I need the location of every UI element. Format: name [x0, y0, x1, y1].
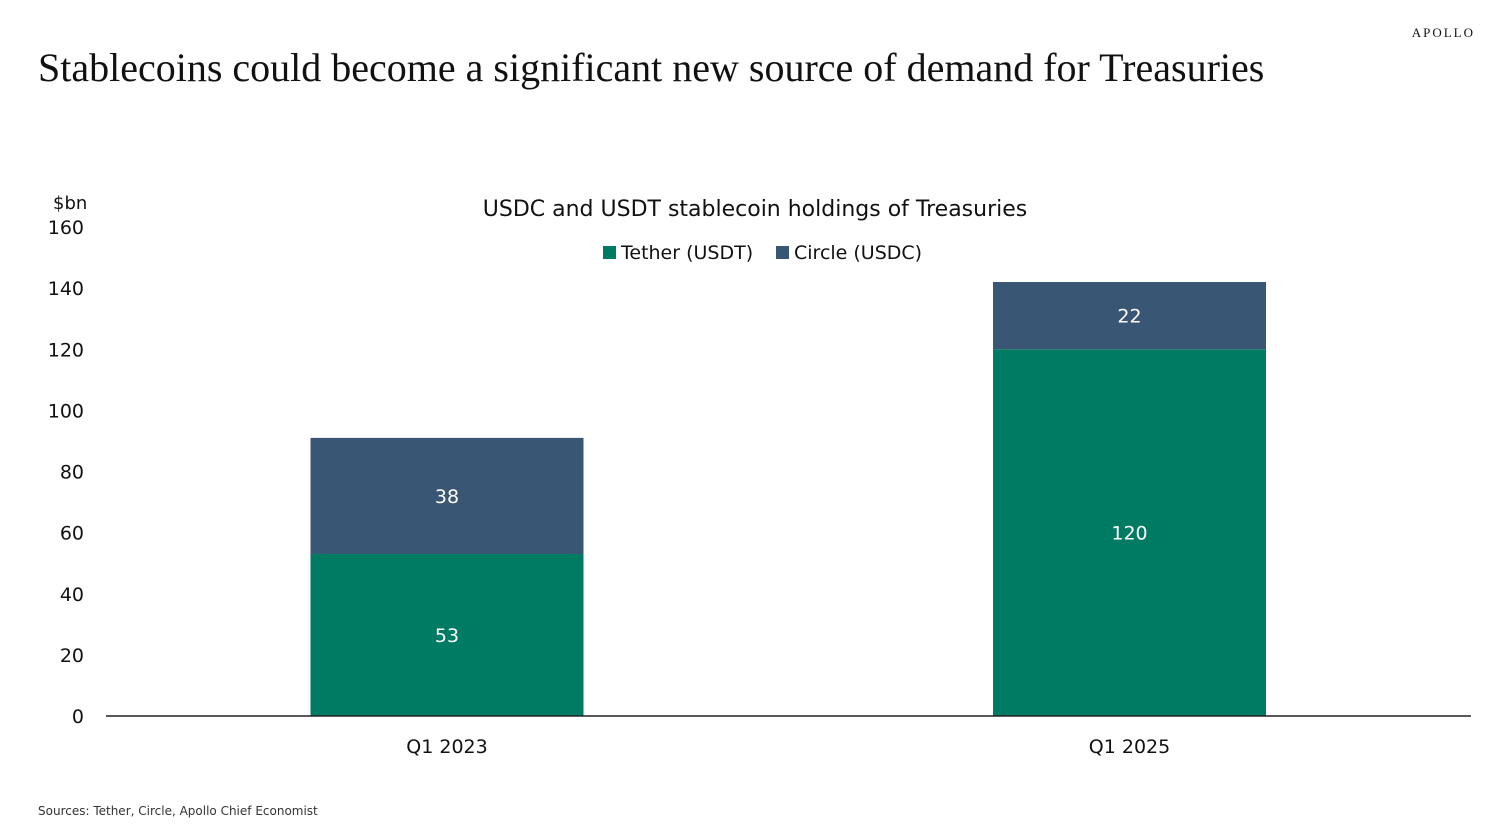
legend-swatch — [603, 246, 616, 259]
brand-logo: APOLLO — [1411, 25, 1475, 40]
bars-group: 53 38 120 22 — [310, 282, 1266, 716]
y-tick-label: 80 — [60, 462, 84, 484]
y-tick-label: 40 — [60, 584, 84, 606]
legend-label: Tether (USDT) — [620, 242, 753, 264]
legend-swatch — [776, 246, 789, 259]
y-axis-ticks: 0 20 40 60 80 100 120 140 160 — [48, 217, 84, 728]
y-tick-label: 140 — [48, 278, 84, 300]
y-tick-label: 100 — [48, 400, 84, 422]
y-tick-label: 60 — [60, 523, 84, 545]
data-label: 22 — [1117, 306, 1141, 328]
y-tick-label: 20 — [60, 645, 84, 667]
chart-legend: Tether (USDT) Circle (USDC) — [603, 242, 922, 264]
data-label: 38 — [435, 486, 459, 508]
y-tick-label: 0 — [72, 706, 84, 728]
y-tick-label: 160 — [48, 217, 84, 239]
x-tick-label: Q1 2025 — [1089, 736, 1170, 758]
bar-segment-tether — [993, 349, 1266, 716]
sources-note: Sources: Tether, Circle, Apollo Chief Ec… — [38, 804, 318, 818]
y-tick-label: 120 — [48, 339, 84, 361]
data-label: 53 — [435, 625, 459, 647]
bar-segment-tether — [310, 554, 584, 716]
bar-segment-circle — [993, 282, 1266, 350]
data-label: 120 — [1111, 523, 1147, 545]
x-axis-ticks: Q1 2023 Q1 2025 — [406, 736, 1170, 758]
x-tick-label: Q1 2023 — [406, 736, 487, 758]
chart-title: USDC and USDT stablecoin holdings of Tre… — [483, 197, 1027, 222]
stacked-bar-chart: USDC and USDT stablecoin holdings of Tre… — [48, 193, 1471, 758]
bar-segment-circle — [310, 437, 584, 555]
page-title: Stablecoins could become a significant n… — [38, 45, 1265, 90]
legend-label: Circle (USDC) — [794, 242, 922, 264]
y-axis-unit-label: $bn — [53, 193, 87, 214]
